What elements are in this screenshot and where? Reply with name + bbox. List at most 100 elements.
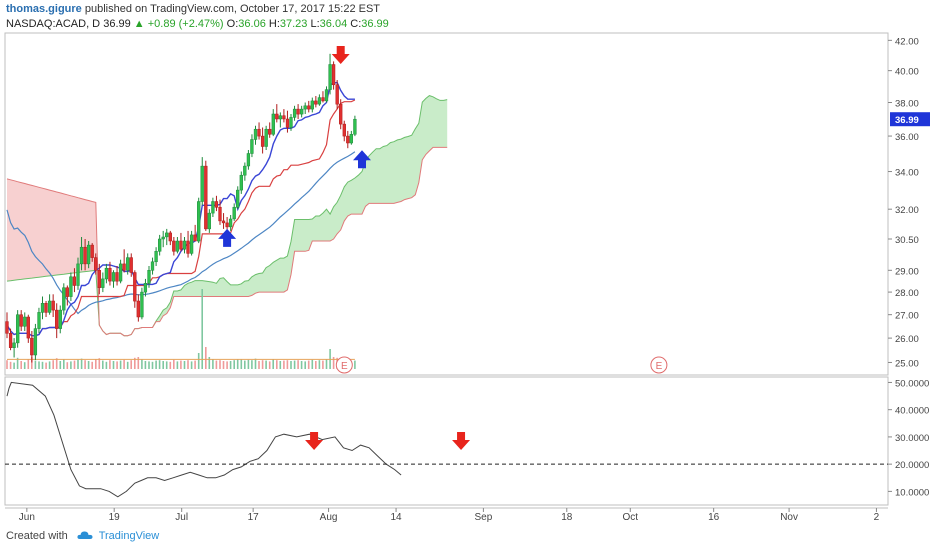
volume-bar <box>197 353 200 369</box>
price-tick-label: 29.00 <box>895 266 919 277</box>
candle-body <box>51 300 55 311</box>
candle-body <box>218 206 222 222</box>
candle-body <box>225 222 229 228</box>
volume-bar <box>212 359 214 369</box>
volume-bar <box>258 361 260 369</box>
volume-bar <box>134 357 136 369</box>
adx-tick-label: 40.0000 <box>895 406 929 417</box>
volume-bar <box>55 358 58 369</box>
volume-bar <box>233 360 235 369</box>
arrow-down-red-icon <box>331 46 350 65</box>
low-label: L: <box>310 18 320 30</box>
time-tick-label: 19 <box>109 512 121 523</box>
volume-bar <box>286 360 289 369</box>
volume-bar <box>325 359 328 369</box>
price-tick-label: 28.00 <box>895 288 919 299</box>
adx-pane-frame <box>4 376 889 506</box>
candle-body <box>346 135 350 144</box>
candle-body <box>90 244 94 258</box>
candle-body <box>349 134 353 144</box>
volume-bar <box>59 361 62 369</box>
price-tick-label: 26.00 <box>895 334 919 345</box>
candle-body <box>19 314 23 327</box>
volume-bar <box>87 361 90 369</box>
volume-bar <box>109 360 111 369</box>
candle-body <box>126 257 130 271</box>
candle-body <box>47 300 52 313</box>
volume-bar <box>6 360 8 369</box>
volume-bar <box>169 361 172 369</box>
volume-bar <box>84 360 86 369</box>
volume-bar <box>304 361 306 369</box>
time-tick-label: 17 <box>248 512 260 523</box>
senkou-span-b-line <box>6 146 448 337</box>
volume-bar <box>70 361 72 369</box>
volume-bar <box>27 359 30 369</box>
candle-body <box>129 257 133 273</box>
volume-bar <box>23 362 26 369</box>
close-label: C: <box>350 18 362 30</box>
candle-body <box>150 261 155 271</box>
candle-body <box>317 97 322 105</box>
volume-bar <box>158 360 161 369</box>
adx-tick-label: 30.0000 <box>895 433 929 444</box>
candle-body <box>253 128 258 140</box>
volume-bar <box>20 361 22 369</box>
candle-body <box>79 246 84 265</box>
candle-body <box>111 272 116 282</box>
candle-body <box>12 342 16 348</box>
open-label: O: <box>226 18 239 30</box>
candle-body <box>30 337 34 356</box>
candle-body <box>331 64 336 86</box>
volume-bar <box>215 360 218 369</box>
high-value: 37.23 <box>279 18 308 30</box>
candle-body <box>246 153 251 167</box>
candle-body <box>143 283 148 293</box>
publish-text: published on TradingView.com, October 17… <box>84 3 381 15</box>
volume-bar <box>77 359 79 369</box>
publisher-user[interactable]: thomas.gigure <box>6 3 82 15</box>
adx-tick-label: 20.0000 <box>895 460 929 471</box>
candle-body <box>58 309 62 329</box>
price-tick-label: 25.00 <box>895 358 919 369</box>
volume-bar <box>31 357 33 369</box>
volume-bar <box>137 357 140 369</box>
candle-body <box>26 316 30 339</box>
candle-body <box>186 240 190 254</box>
volume-bar <box>311 359 314 369</box>
candle-body <box>197 201 201 242</box>
candle-body <box>264 128 268 147</box>
volume-bar <box>41 361 44 369</box>
candle-body <box>289 117 293 128</box>
candle-body <box>278 115 282 120</box>
tradingview-brand[interactable]: TradingView <box>98 530 160 542</box>
candle-body <box>239 174 243 191</box>
volume-bar <box>123 359 125 369</box>
candle-body <box>168 232 172 242</box>
volume-bar <box>13 362 15 369</box>
candle-body <box>172 240 176 252</box>
candle-body <box>335 84 339 105</box>
candle-body <box>147 270 151 284</box>
candle-body <box>158 238 162 252</box>
candle-body <box>328 64 332 90</box>
arrow-down-red-icon <box>305 431 324 450</box>
candle-body <box>182 240 187 250</box>
volume-bar <box>226 361 228 369</box>
volume-bar <box>80 358 83 369</box>
candle-body <box>33 328 38 356</box>
candle-body <box>55 309 59 329</box>
volume-bar <box>354 360 356 369</box>
price-change: +0.89 (+2.47%) <box>147 18 224 30</box>
volume-bar <box>205 347 207 369</box>
volume-bar <box>240 359 243 369</box>
volume-bar <box>162 361 164 369</box>
candle-body <box>296 108 300 115</box>
candle-body <box>207 212 211 230</box>
price-tick-label: 36.00 <box>895 132 919 143</box>
candle-body <box>16 314 20 344</box>
candle-body <box>37 312 41 329</box>
candle-body <box>136 300 140 318</box>
candle-body <box>243 165 247 176</box>
